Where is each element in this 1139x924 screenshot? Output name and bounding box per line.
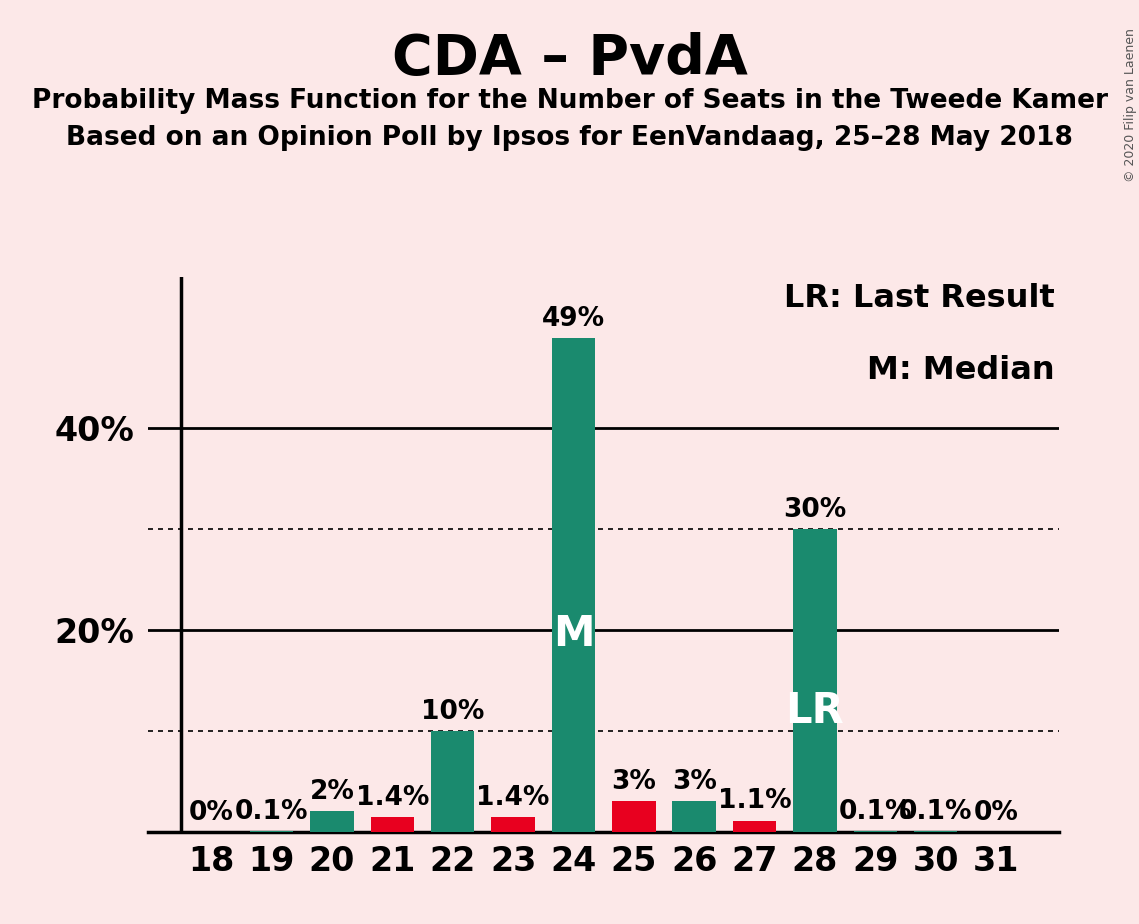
Text: Based on an Opinion Poll by Ipsos for EenVandaag, 25–28 May 2018: Based on an Opinion Poll by Ipsos for Ee…: [66, 125, 1073, 151]
Text: 0%: 0%: [189, 799, 233, 825]
Bar: [249, 831, 294, 832]
Bar: [551, 337, 596, 832]
Text: M: Median: M: Median: [867, 355, 1055, 386]
Text: 49%: 49%: [542, 306, 605, 332]
Text: 1.4%: 1.4%: [355, 785, 429, 811]
Bar: [853, 831, 898, 832]
Text: 0.1%: 0.1%: [838, 798, 912, 824]
Text: M: M: [552, 613, 595, 655]
Text: 3%: 3%: [612, 770, 656, 796]
Text: 0%: 0%: [974, 799, 1018, 825]
Text: CDA – PvdA: CDA – PvdA: [392, 32, 747, 86]
Bar: [672, 801, 716, 832]
Text: 1.4%: 1.4%: [476, 785, 550, 811]
Text: LR: Last Result: LR: Last Result: [784, 283, 1055, 314]
Bar: [732, 821, 777, 832]
Text: Probability Mass Function for the Number of Seats in the Tweede Kamer: Probability Mass Function for the Number…: [32, 88, 1107, 114]
Bar: [913, 831, 958, 832]
Bar: [612, 801, 656, 832]
Text: 30%: 30%: [784, 497, 846, 523]
Text: 3%: 3%: [672, 770, 716, 796]
Text: © 2020 Filip van Laenen: © 2020 Filip van Laenen: [1124, 28, 1137, 182]
Bar: [431, 731, 475, 832]
Text: 10%: 10%: [421, 699, 484, 724]
Text: LR: LR: [786, 689, 844, 732]
Bar: [793, 529, 837, 832]
Bar: [491, 818, 535, 832]
Bar: [310, 811, 354, 832]
Text: 2%: 2%: [310, 779, 354, 806]
Text: 1.1%: 1.1%: [718, 788, 792, 814]
Bar: [370, 818, 415, 832]
Text: 0.1%: 0.1%: [235, 798, 309, 824]
Text: 0.1%: 0.1%: [899, 798, 973, 824]
